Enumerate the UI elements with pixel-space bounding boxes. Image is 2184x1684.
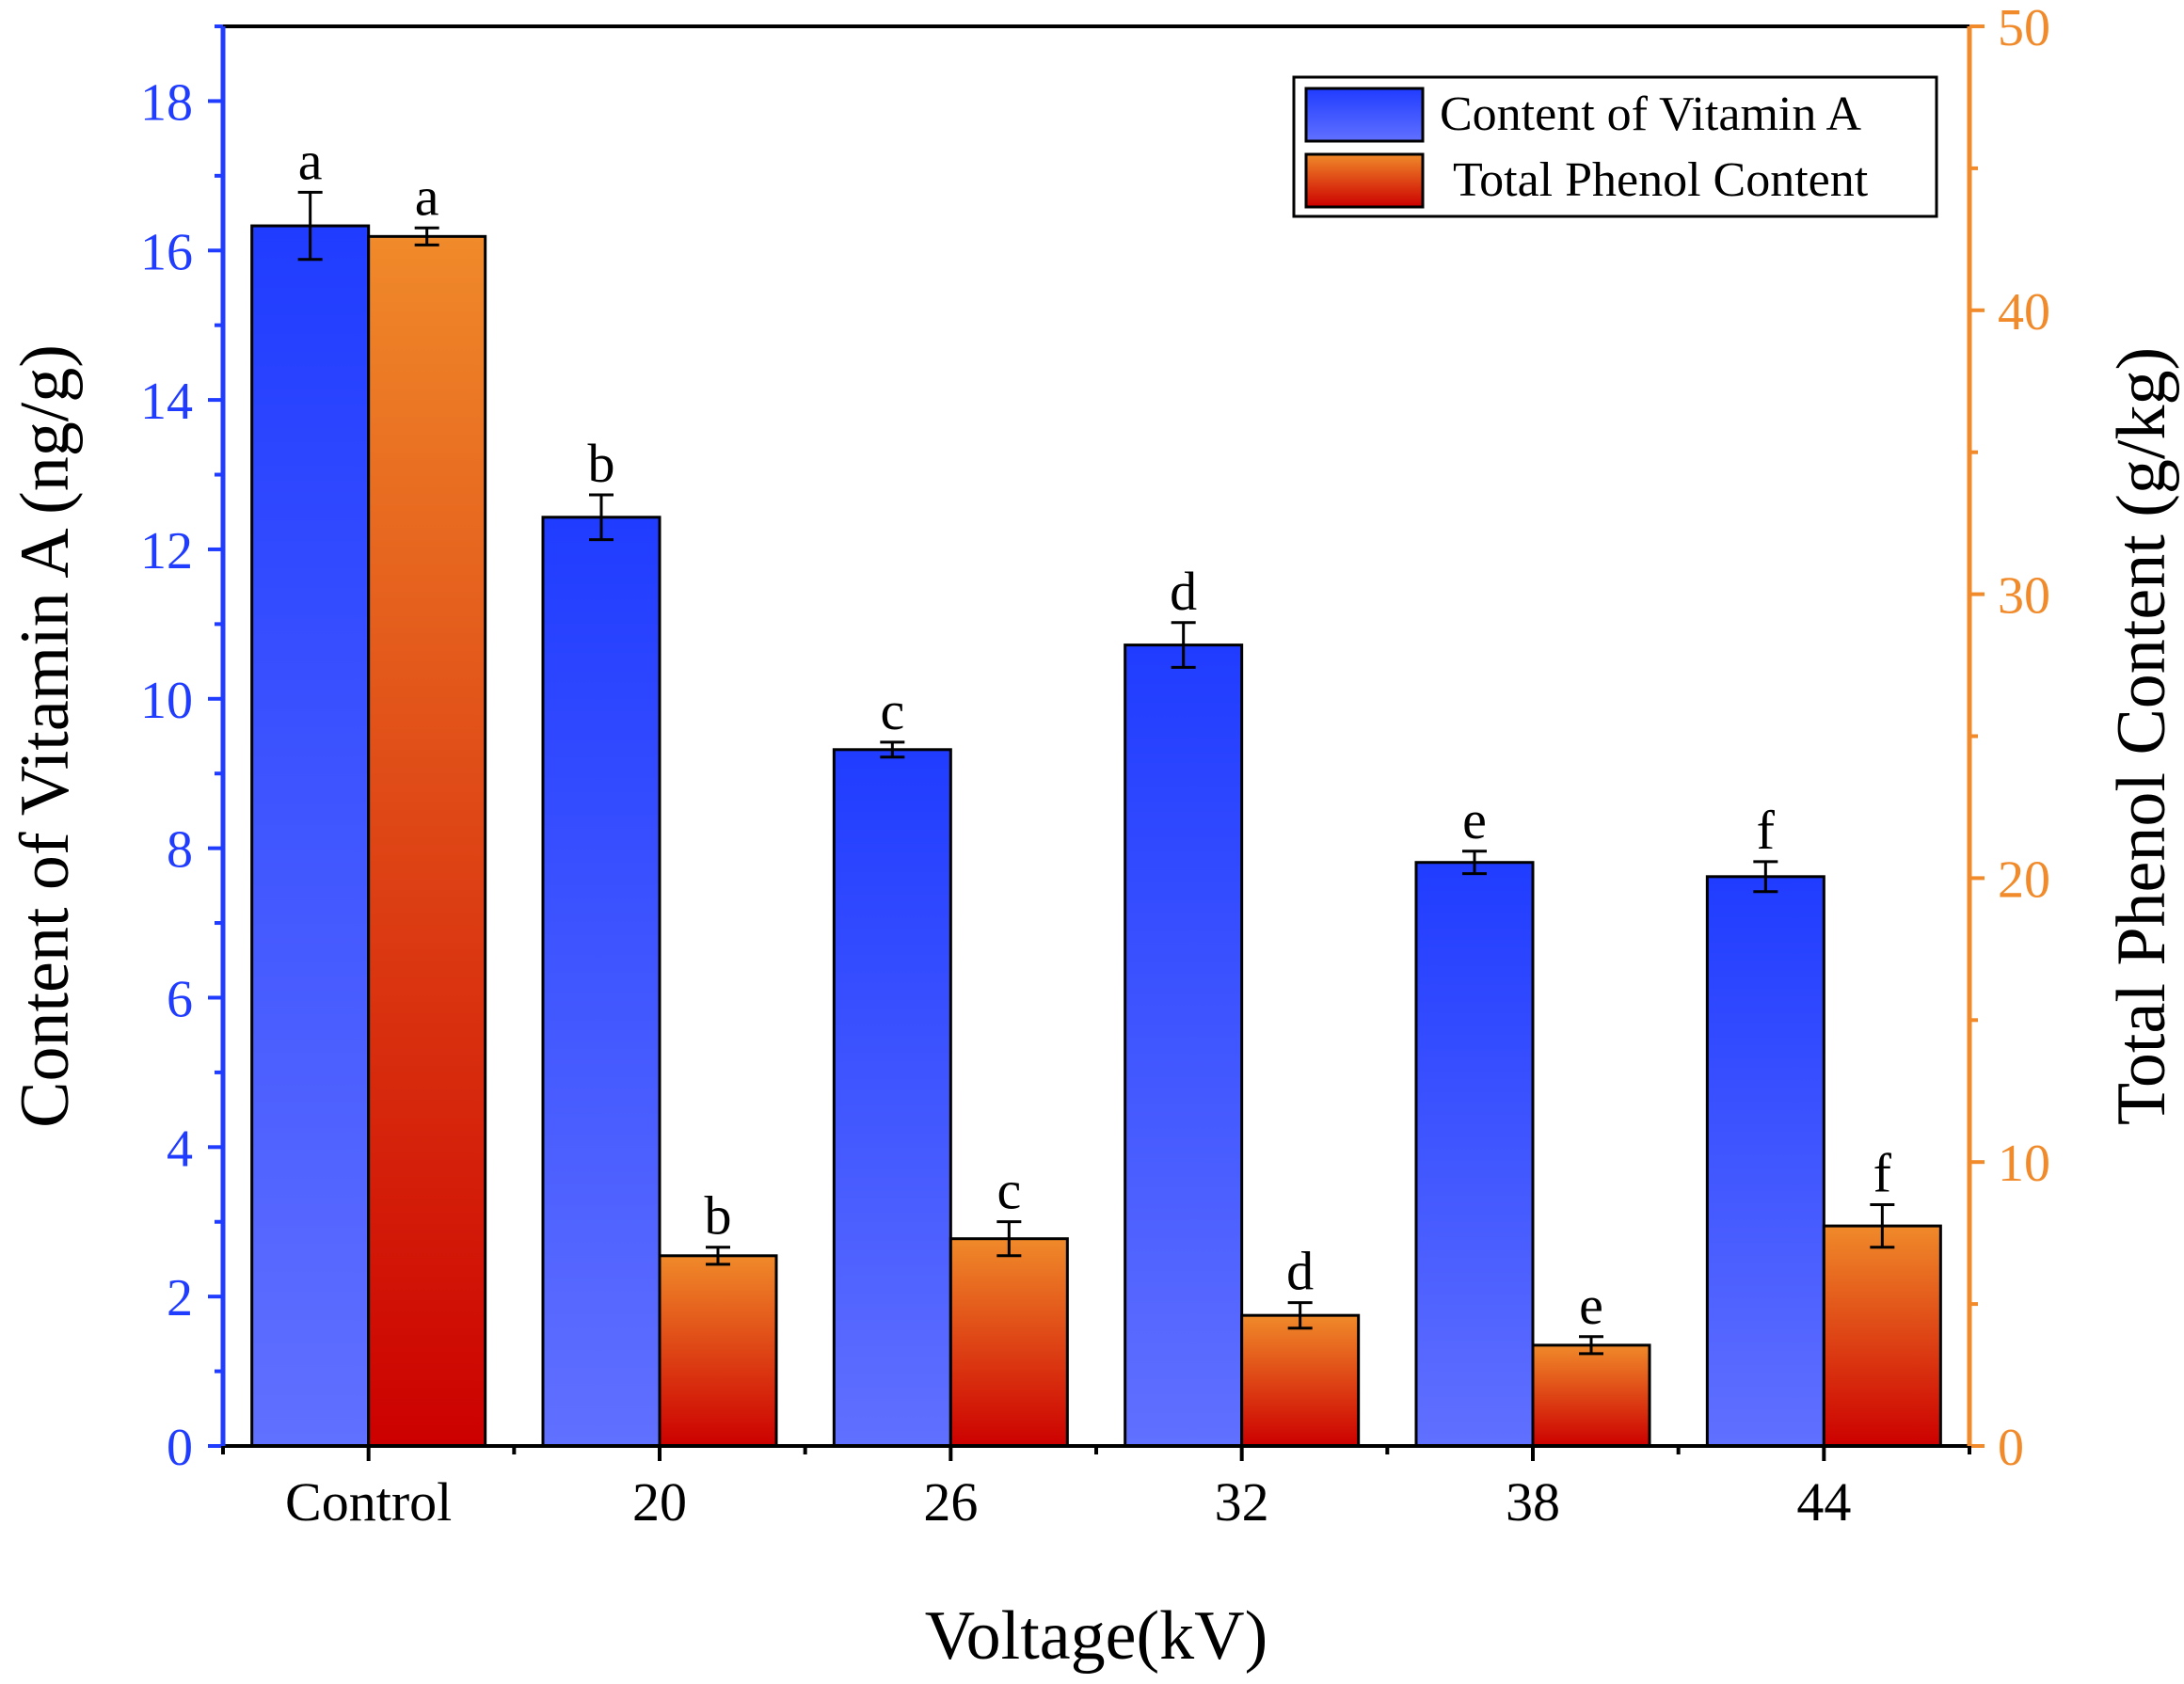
right-axis-tick-label: 20 <box>1998 850 2050 909</box>
right-axis-tick-label: 50 <box>1998 0 2050 57</box>
phenol-bar <box>1240 1313 1361 1448</box>
vitamin-a-bar <box>1124 643 1244 1448</box>
left-axis-tick-label: 16 <box>140 223 193 281</box>
left-axis-tick-label: 6 <box>167 970 193 1028</box>
x-axis-tick-label: 20 <box>632 1471 687 1533</box>
phenol-significance-letter: d <box>1286 1241 1314 1302</box>
left-axis-tick-label: 14 <box>140 373 193 431</box>
left-axis-tick-label: 8 <box>167 821 193 880</box>
vitamin-a-bar <box>1414 861 1535 1448</box>
vitamin-a-significance-letter: a <box>298 130 323 191</box>
phenol-bar <box>1822 1224 1942 1448</box>
phenol-error-bar <box>414 226 439 246</box>
left-axis-tick-label: 10 <box>140 672 193 730</box>
vitamin-a-error-bar <box>880 740 905 759</box>
labels-layer: a b c d e f a b c d e f <box>298 130 1892 1335</box>
vitamin-a-significance-letter: f <box>1757 800 1776 861</box>
legend-swatch-phenol <box>1304 152 1425 209</box>
x-axis-tick-label: 44 <box>1796 1471 1851 1533</box>
vitamin-a-significance-letter: c <box>880 680 904 741</box>
right-axis-tick-label: 0 <box>1998 1419 2024 1477</box>
x-axis-tick-label: Control <box>285 1471 452 1533</box>
legend: Content of Vitamin A Total Phenol Content <box>1292 75 1938 218</box>
bars-layer <box>250 190 1942 1448</box>
phenol-bar <box>367 234 487 1448</box>
vitamin-a-error-bar <box>1753 860 1778 894</box>
phenol-significance-letter: a <box>415 166 439 227</box>
axes-layer: 0 2 4 6 8 10 12 14 16 18 0 10 20 30 40 50 Control 20 26 32 3… <box>7 0 2180 1675</box>
phenol-significance-letter: e <box>1579 1275 1603 1336</box>
vitamin-a-error-bar <box>1462 850 1487 876</box>
x-axis-title: Voltage(kV) <box>925 1597 1267 1675</box>
phenol-significance-letter: c <box>996 1160 1021 1221</box>
left-axis-tick-label: 4 <box>167 1120 193 1178</box>
x-axis-tick-label: 26 <box>923 1471 978 1533</box>
phenol-bar <box>1531 1343 1651 1448</box>
phenol-error-bar <box>706 1246 730 1266</box>
phenol-significance-letter: f <box>1873 1142 1892 1203</box>
right-axis-tick-label: 10 <box>1998 1135 2050 1193</box>
left-y-axis-title: Content of Vitamin A (ng/g) <box>7 344 84 1128</box>
vitamin-a-error-bar <box>1171 621 1196 669</box>
right-axis-tick-label: 30 <box>1998 567 2050 626</box>
legend-swatch-vitamin-a <box>1304 87 1425 143</box>
left-axis-tick-label: 12 <box>140 522 193 580</box>
right-axis-tick-label: 40 <box>1998 283 2050 342</box>
right-y-axis-title: Total Phenol Content (g/kg) <box>2103 347 2180 1125</box>
phenol-bar <box>658 1254 778 1448</box>
x-axis-tick-label: 38 <box>1506 1471 1560 1533</box>
phenol-error-bar <box>1579 1335 1603 1356</box>
phenol-significance-letter: b <box>705 1185 732 1247</box>
left-axis-tick-label: 18 <box>140 73 193 132</box>
phenol-bar <box>949 1237 1069 1448</box>
vitamin-a-error-bar <box>589 493 614 542</box>
legend-label-vitamin-a: Content of Vitamin A <box>1440 87 1861 141</box>
left-axis-tick-label: 0 <box>167 1419 193 1477</box>
vitamin-a-significance-letter: e <box>1462 789 1487 850</box>
phenol-error-bar <box>1287 1301 1313 1330</box>
left-axis-tick-label: 2 <box>167 1269 193 1327</box>
vitamin-a-significance-letter: b <box>588 433 615 494</box>
x-axis-tick-label: 32 <box>1215 1471 1269 1533</box>
vitamin-a-bar <box>541 516 662 1448</box>
vitamin-a-bar <box>832 748 952 1448</box>
legend-label-phenol: Total Phenol Content <box>1453 153 1869 207</box>
vitamin-a-error-bar <box>297 190 323 262</box>
vitamin-a-bar <box>1705 875 1825 1448</box>
vitamin-a-bar <box>250 224 371 1448</box>
vitamin-a-significance-letter: d <box>1170 561 1197 622</box>
phenol-error-bar <box>1870 1202 1895 1249</box>
phenol-error-bar <box>996 1220 1022 1258</box>
